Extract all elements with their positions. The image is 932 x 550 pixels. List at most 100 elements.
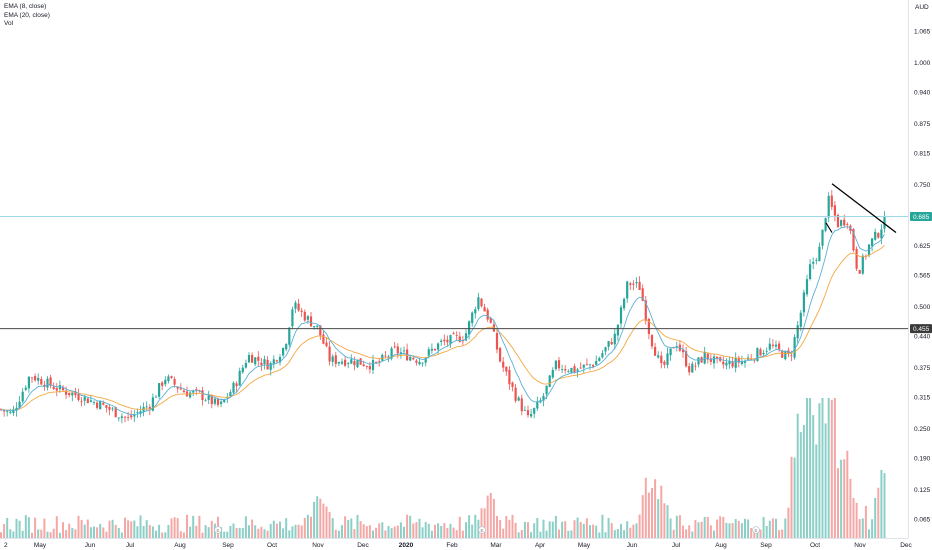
- candle-body: [585, 363, 588, 365]
- volume-bar: [545, 530, 548, 538]
- volume-bar: [682, 525, 684, 538]
- current-price-tag: 0.685: [910, 211, 932, 221]
- candle-body: [657, 355, 660, 358]
- legend-ema8[interactable]: EMA (8, close): [4, 3, 47, 10]
- volume-bar: [713, 530, 715, 538]
- candle-body: [604, 347, 607, 352]
- candle-body: [452, 333, 455, 335]
- candle-body: [291, 309, 294, 327]
- candle-body: [40, 379, 43, 385]
- volume-bar: [294, 524, 297, 538]
- candle-body: [731, 361, 734, 367]
- candle-body: [409, 356, 412, 361]
- volume-bar: [533, 523, 536, 538]
- volume-bar: [421, 527, 424, 538]
- volume-bar: [827, 398, 830, 538]
- x-tick-label: Jul: [672, 542, 681, 549]
- candle-body: [123, 416, 127, 418]
- volume-bar: [638, 514, 641, 538]
- candle-body: [517, 397, 520, 401]
- candle-body: [784, 351, 787, 360]
- candle-body: [52, 386, 55, 390]
- candle-body: [350, 359, 353, 364]
- candle-body: [58, 385, 61, 390]
- candle-body: [483, 307, 486, 312]
- drawings: [0, 183, 908, 330]
- volume-bar: [815, 444, 818, 538]
- volume-bar: [409, 515, 412, 538]
- candle-body: [18, 401, 21, 409]
- volume-bar: [558, 529, 560, 538]
- volume-bar: [195, 525, 198, 538]
- volume-bar: [486, 495, 489, 538]
- volume-bar: [877, 487, 880, 538]
- candle-body: [641, 288, 644, 301]
- candle-body: [235, 383, 238, 387]
- legend-ema20[interactable]: EMA (20, close): [4, 11, 50, 19]
- candle-body: [316, 325, 319, 327]
- volume-bar: [759, 529, 762, 538]
- volume-bar: [623, 530, 626, 538]
- candle-body: [216, 398, 220, 405]
- candle-body: [328, 346, 331, 362]
- candle-body: [706, 353, 709, 360]
- volume-bar: [567, 530, 570, 538]
- volume-bar: [49, 532, 52, 538]
- candle-body: [570, 367, 573, 373]
- candle-body: [238, 370, 241, 386]
- volume-bar: [37, 529, 40, 538]
- volume-bar: [427, 523, 430, 538]
- volume-bar: [508, 519, 511, 538]
- volume-bar: [846, 450, 849, 538]
- candle-body: [210, 395, 213, 405]
- volume-bar: [198, 515, 201, 538]
- x-tick-label: 2: [4, 542, 8, 549]
- volume-bar: [781, 529, 784, 538]
- candle-body: [592, 365, 595, 367]
- volume-bar: [334, 529, 337, 538]
- volume-bar: [387, 525, 390, 538]
- candle-body: [576, 369, 579, 372]
- volume-bar: [55, 516, 58, 538]
- volume-bar: [322, 503, 325, 538]
- candle-body: [675, 346, 678, 348]
- volume-bar: [864, 505, 867, 538]
- candle-body: [384, 355, 387, 357]
- candle-body: [499, 347, 502, 362]
- volume-bar: [837, 468, 839, 538]
- volume-bar: [238, 527, 241, 538]
- candle-body: [387, 356, 390, 358]
- candle-body: [449, 335, 452, 345]
- candle-body: [148, 407, 151, 410]
- candle-body: [77, 394, 80, 400]
- volume-bar: [244, 516, 247, 538]
- candle-body: [30, 377, 34, 379]
- legend-vol[interactable]: Vol: [4, 20, 14, 27]
- volume-bar: [418, 518, 421, 538]
- candle-body: [489, 318, 492, 323]
- candle-body: [830, 195, 833, 207]
- candle-body: [213, 398, 216, 404]
- candle-body: [297, 303, 300, 311]
- earnings-marker-circle: [478, 526, 486, 534]
- candle-body: [96, 402, 99, 408]
- volume-bar: [331, 518, 334, 538]
- candle-body: [505, 366, 508, 372]
- candle-body: [765, 350, 768, 352]
- candle-body: [80, 401, 83, 403]
- volume-bar: [21, 530, 24, 538]
- volume-bar: [313, 501, 316, 538]
- candle-body: [285, 344, 288, 350]
- volume-bar: [111, 519, 114, 538]
- candle-body: [204, 400, 207, 402]
- volume-bar: [778, 530, 781, 538]
- volume-bar: [753, 532, 756, 538]
- volume-bars: [0, 398, 886, 538]
- chart-legend: EMA (8, close) EMA (20, close) Vol: [4, 3, 50, 29]
- candle-body: [533, 408, 536, 414]
- candle-body: [610, 341, 613, 345]
- candle-body: [433, 348, 437, 351]
- volume-bar: [874, 498, 877, 538]
- candle-body: [251, 355, 254, 363]
